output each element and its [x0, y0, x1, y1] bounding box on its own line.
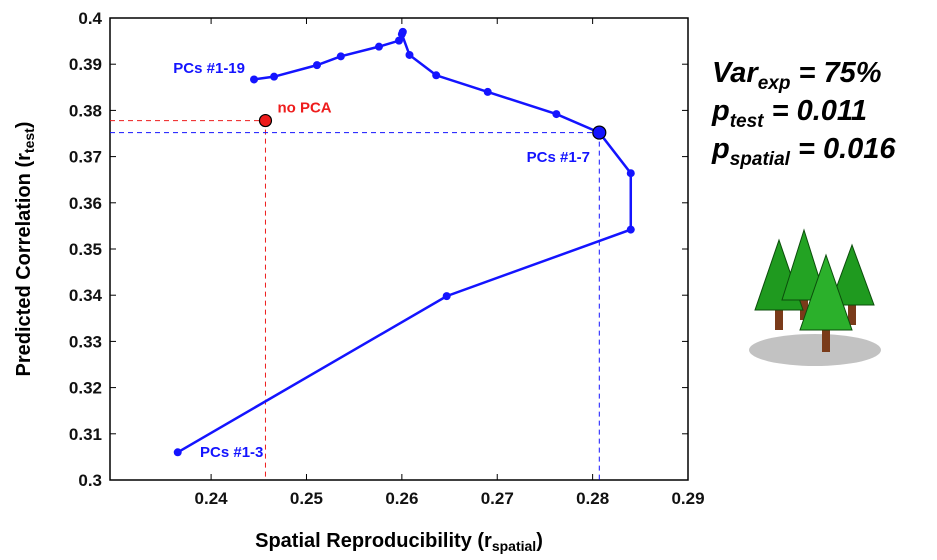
x-tick-label: 0.25 — [290, 489, 323, 508]
data-point — [552, 110, 561, 119]
data-point — [626, 225, 635, 234]
stat-symbol: p — [711, 133, 730, 165]
y-tick-label: 0.33 — [69, 332, 102, 351]
annotation: PCs #1-19 — [173, 60, 245, 77]
stat-text: = 0.016 — [790, 133, 896, 165]
y-axis-label: Predicted Correlation (rtest) — [13, 122, 37, 377]
x-axis-label-sub: spatial — [492, 538, 536, 554]
stat-symbol: p — [711, 95, 730, 127]
data-point — [336, 52, 345, 61]
data-point — [312, 61, 321, 70]
stat: ptest = 0.011 — [711, 95, 867, 132]
y-tick-label: 0.37 — [69, 148, 102, 167]
data-point — [405, 50, 414, 59]
data-point — [270, 72, 279, 81]
stat-symbol: Var — [712, 57, 759, 89]
annotation: PCs #1-3 — [200, 444, 263, 461]
y-axis-label-end: ) — [13, 122, 35, 129]
stat-text: = 0.011 — [764, 95, 867, 127]
data-point — [442, 292, 451, 301]
data-point — [483, 87, 492, 96]
reference-point — [258, 113, 273, 128]
x-tick-label: 0.24 — [195, 489, 229, 508]
y-tick-label: 0.38 — [69, 101, 102, 120]
trees-icon — [749, 228, 881, 366]
data-point — [395, 36, 403, 45]
x-axis-label-end: ) — [536, 530, 543, 552]
x-tick-label: 0.29 — [671, 489, 704, 508]
y-tick-label: 0.36 — [69, 194, 102, 213]
y-tick-label: 0.31 — [69, 425, 102, 444]
data-point — [374, 42, 383, 51]
y-axis-label-sub: test — [21, 128, 37, 153]
y-tick-label: 0.34 — [69, 286, 103, 305]
data-point — [626, 169, 635, 178]
data-point — [173, 448, 182, 457]
stat-text: = 75% — [790, 57, 881, 89]
data-point — [592, 125, 607, 140]
y-axis-label-text: Predicted Correlation (r — [13, 153, 35, 377]
x-axis-label: Spatial Reproducibility (rspatial) — [255, 530, 543, 554]
x-tick-label: 0.26 — [385, 489, 418, 508]
y-tick-label: 0.3 — [78, 471, 102, 490]
y-tick-label: 0.32 — [69, 379, 102, 398]
x-axis-label-text: Spatial Reproducibility (r — [255, 530, 492, 552]
y-tick-label: 0.4 — [78, 9, 102, 28]
x-tick-label: 0.28 — [576, 489, 609, 508]
data-point — [432, 71, 441, 80]
stat: Varexp = 75% — [712, 57, 882, 94]
y-tick-label: 0.35 — [69, 240, 102, 259]
stat-sub: spatial — [730, 149, 791, 170]
data-point — [250, 75, 259, 84]
annotation: PCs #1-7 — [527, 149, 590, 166]
data-point — [398, 27, 407, 36]
stat-sub: test — [730, 111, 764, 132]
reference-label: no PCA — [277, 100, 331, 117]
y-tick-label: 0.39 — [69, 55, 102, 74]
stat: pspatial = 0.016 — [711, 133, 896, 170]
x-tick-label: 0.27 — [481, 489, 514, 508]
data-line — [177, 31, 633, 454]
stat-sub: exp — [758, 73, 791, 94]
plot-frame — [109, 17, 689, 481]
